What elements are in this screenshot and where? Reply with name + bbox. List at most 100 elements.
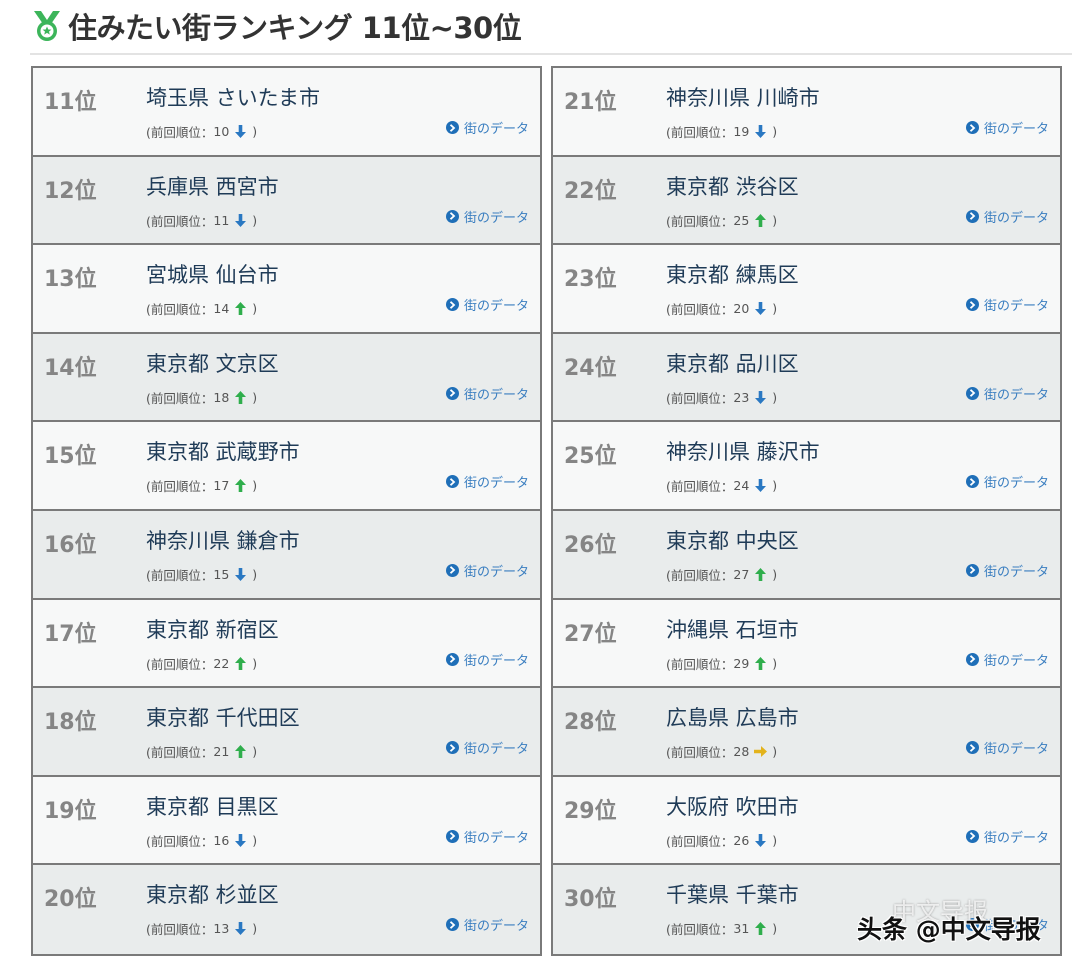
previous-rank: (前回順位： 24 ) [666,476,777,495]
previous-rank-value: 10 [213,124,230,139]
city-data-link[interactable]: 街のデータ [445,118,529,137]
city-data-link[interactable]: 街のデータ [445,295,529,314]
previous-rank-value: 15 [213,566,230,582]
city-name: 東京都 杉並区 [146,883,279,908]
city-data-link[interactable]: 街のデータ [445,738,529,757]
chevron-circle-right-icon [965,209,979,223]
previous-rank: (前回順位： 23 ) [666,388,777,407]
rank-label: 20位 [44,887,97,913]
rank-label: 11位 [44,90,97,115]
ranking-row: 20位 東京都 杉並区 (前回順位： 13 ) 街のデータ [33,865,540,954]
chevron-circle-right-icon [965,298,979,312]
city-data-link-label: 街のデータ [983,742,1049,758]
city-name: 東京都 練馬区 [666,263,799,288]
ranking-row: 12位 兵庫県 西宮市 (前回順位： 11 ) 街のデータ [33,156,540,246]
chevron-circle-right-icon [445,475,459,489]
city-data-link-label: 街のデータ [983,122,1049,137]
city-data-link[interactable]: 街のデータ [445,384,529,403]
ranking-row: 19位 東京都 目黒区 (前回順位： 16 ) 街のデータ [33,776,540,866]
rank-label: 22位 [564,178,617,204]
previous-rank-value: 21 [213,744,230,760]
arrow-down-icon [235,922,247,936]
rank-label: 12位 [44,178,97,204]
city-data-link[interactable]: 街のデータ [445,827,529,846]
ranking-row: 30位 千葉県 千葉市 (前回順位： 31 ) 街のデータ [553,865,1060,954]
previous-rank: (前回順位： 21 ) [146,742,257,761]
previous-rank-label: (前回順位： [666,302,734,318]
previous-rank-close: ) [772,921,778,937]
chevron-circle-right-icon [445,829,459,843]
chevron-circle-right-icon [965,563,979,577]
city-data-link-label: 街のデータ [983,387,1049,403]
watermark: 头条 @中文导报 [857,915,1041,944]
previous-rank-label: (前回順位： [146,567,214,583]
city-data-link[interactable]: 街のデータ [965,207,1049,226]
city-name: 宮城県 仙台市 [146,263,279,288]
arrow-up-icon [755,922,767,936]
city-data-link[interactable]: 街のデータ [965,118,1049,137]
previous-rank: (前回順位： 14 ) [146,299,257,318]
ranking-row: 18位 東京都 千代田区 (前回順位： 21 ) 街のデータ [33,688,540,777]
city-name: 大阪府 吹田市 [666,794,799,819]
city-data-link[interactable]: 街のデータ [965,295,1049,314]
arrow-up-icon [755,567,767,581]
previous-rank-value: 11 [213,212,230,228]
previous-rank-label: (前回順位： [666,479,734,495]
previous-rank: (前回順位： 15 ) [146,565,257,584]
medal-icon [34,11,60,41]
previous-rank-value: 23 [733,389,750,405]
city-name: 兵庫県 西宮市 [146,174,279,199]
chevron-circle-right-icon [965,652,979,666]
city-data-link-label: 街のデータ [983,919,1049,935]
city-data-link[interactable]: 街のデータ [965,650,1049,669]
ranking-row: 21位 神奈川県 川崎市 (前回順位： 19 ) 街のデータ [553,68,1060,157]
city-data-link[interactable]: 街のデータ [445,207,529,226]
chevron-circle-right-icon [965,741,979,755]
previous-rank: (前回順位： 31 ) [666,919,777,938]
city-data-link[interactable]: 街のデータ [965,738,1049,758]
rank-label: 18位 [44,710,97,736]
city-data-link-label: 街のデータ [463,653,529,669]
previous-rank: (前回順位： 10 ) [146,122,257,141]
rank-label: 27位 [564,621,617,647]
previous-rank-close: ) [252,389,258,405]
city-data-link[interactable]: 街のデータ [445,561,529,580]
city-data-link[interactable]: 街のデータ [445,915,529,934]
previous-rank-close: ) [772,389,778,405]
city-data-link-label: 街のデータ [983,476,1049,492]
ranking-list-left: 11位 埼玉県 さいたま市 (前回順位： 10 ) 街のデータ 12位 兵庫県 … [31,66,542,956]
arrow-down-icon [235,567,247,581]
city-data-link[interactable]: 街のデータ [965,915,1049,935]
city-data-link[interactable]: 街のデータ [965,472,1049,492]
previous-rank-value: 25 [733,212,750,228]
previous-rank: (前回順位： 17 ) [146,476,257,495]
city-name: 東京都 目黒区 [146,794,279,819]
chevron-circle-right-icon [445,121,459,134]
city-data-link[interactable]: 街のデータ [965,827,1049,846]
arrow-up-icon [235,302,247,316]
previous-rank-label: (前回順位： [146,125,214,140]
city-data-link[interactable]: 街のデータ [965,561,1049,580]
previous-rank-close: ) [772,832,778,848]
rank-label: 25位 [564,444,617,470]
previous-rank-value: 31 [733,921,750,937]
previous-rank: (前回順位： 27 ) [666,565,777,584]
previous-rank-value: 24 [733,478,750,494]
previous-rank-close: ) [772,301,778,317]
rank-label: 14位 [44,355,97,381]
rank-label: 23位 [564,267,617,293]
city-name: 神奈川県 鎌倉市 [146,528,300,553]
city-data-link[interactable]: 街のデータ [965,384,1049,403]
rank-label: 15位 [44,444,97,470]
arrow-up-icon [755,656,767,670]
previous-rank: (前回順位： 13 ) [146,919,257,938]
city-data-link[interactable]: 街のデータ [445,650,529,669]
previous-rank-close: ) [252,124,258,139]
ranking-row: 22位 東京都 渋谷区 (前回順位： 25 ) 街のデータ [553,156,1060,246]
city-data-link[interactable]: 街のデータ [445,472,529,491]
previous-rank-value: 19 [733,124,750,139]
city-name: 埼玉県 さいたま市 [146,86,321,110]
chevron-circle-right-icon [445,386,459,400]
ranking-row: 14位 東京都 文京区 (前回順位： 18 ) 街のデータ [33,333,540,423]
previous-rank-label: (前回順位： [666,656,734,672]
